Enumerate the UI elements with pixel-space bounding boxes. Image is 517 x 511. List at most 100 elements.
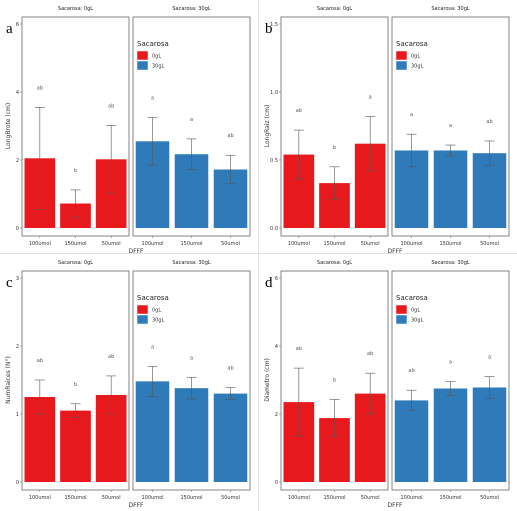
legend-swatch-30gl xyxy=(395,314,408,325)
significance-letter: ab xyxy=(37,85,43,91)
x-tick-label: 100umol xyxy=(29,241,51,247)
significance-letter: ab xyxy=(108,103,114,109)
y-tick-label: 0 xyxy=(16,480,19,486)
bar-30gl-150umol xyxy=(433,388,468,482)
x-axis-label: DFFF xyxy=(388,502,404,509)
y-tick-label: 4 xyxy=(275,344,278,350)
legend-swatch-30gl xyxy=(136,314,149,325)
bar-30gl-150umol xyxy=(174,388,209,482)
significance-letter: ab xyxy=(108,354,114,360)
legend-label-0gl: 0gL xyxy=(152,308,161,314)
facet-strip-sacarosa-30gl: Sacarosa: 30gL xyxy=(431,6,470,12)
legend-title: Sacarosa xyxy=(137,294,169,302)
significance-letter: a xyxy=(190,355,193,361)
x-tick-label: 150umol xyxy=(323,495,345,501)
panel-divider-horizontal xyxy=(0,253,517,254)
x-axis-label: DFFF xyxy=(129,502,145,509)
x-axis-label: DFFF xyxy=(129,248,145,255)
legend-swatch-0gl xyxy=(395,50,408,61)
y-axis-label: LongRaiz (cm) xyxy=(264,105,271,148)
x-tick-label: 50umol xyxy=(361,495,380,501)
facet-strip-sacarosa-30gl: Sacarosa: 30gL xyxy=(172,260,211,266)
x-tick-label: 50umol xyxy=(102,495,121,501)
significance-letter: a xyxy=(369,94,372,100)
facet-strip-sacarosa-0gl: Sacarosa: 0gL xyxy=(58,6,93,12)
y-tick-label: 4 xyxy=(16,90,19,96)
significance-letter: a xyxy=(449,123,452,129)
significance-letter: b xyxy=(333,377,336,383)
panel-letter: a xyxy=(6,21,13,37)
legend-label-30gl: 30gL xyxy=(411,318,424,324)
y-axis-label: Diametro (cm) xyxy=(264,358,271,402)
legend-label-30gl: 30gL xyxy=(152,64,165,70)
x-tick-label: 50umol xyxy=(361,241,380,247)
x-axis-label: DFFF xyxy=(388,248,404,255)
significance-letter: ab xyxy=(486,119,492,125)
bar-30gl-50umol xyxy=(472,387,507,482)
significance-letter: ab xyxy=(296,346,302,352)
facet-strip-sacarosa-30gl: Sacarosa: 30gL xyxy=(172,6,211,12)
significance-letter: ab xyxy=(367,351,373,357)
y-tick-label: 0 xyxy=(16,226,19,232)
bar-0gl-150umol xyxy=(60,410,91,482)
significance-letter: a xyxy=(151,344,154,350)
facet-strip-sacarosa-0gl: Sacarosa: 0gL xyxy=(317,6,352,12)
legend-title: Sacarosa xyxy=(396,294,428,302)
significance-letter: a xyxy=(410,112,413,118)
significance-letter: b xyxy=(74,382,77,388)
significance-letter: a xyxy=(449,360,452,366)
x-tick-label: 50umol xyxy=(221,241,240,247)
significance-letter: a xyxy=(151,96,154,102)
significance-letter: b xyxy=(333,145,336,151)
significance-letter: a xyxy=(488,355,491,361)
significance-letter: ab xyxy=(408,368,414,374)
x-tick-label: 150umol xyxy=(439,241,461,247)
x-tick-label: 150umol xyxy=(439,495,461,501)
x-tick-label: 100umol xyxy=(288,241,310,247)
legend-swatch-0gl xyxy=(395,304,408,315)
y-tick-label: 1 xyxy=(16,412,19,418)
y-tick-label: 0.0 xyxy=(270,226,278,232)
y-axis-label: NumRaices (N°) xyxy=(5,356,12,404)
y-tick-label: 6 xyxy=(275,276,278,282)
significance-letter: b xyxy=(74,168,77,174)
y-tick-label: 0.5 xyxy=(270,158,278,164)
y-axis-label: LongBrote (cm) xyxy=(5,103,12,149)
x-tick-label: 150umol xyxy=(180,241,202,247)
x-tick-label: 50umol xyxy=(480,241,499,247)
legend-label-0gl: 0gL xyxy=(411,54,420,60)
legend-title: Sacarosa xyxy=(396,40,428,48)
panel-letter: b xyxy=(265,21,273,37)
y-tick-label: 2 xyxy=(16,344,19,350)
facet-strip-sacarosa-0gl: Sacarosa: 0gL xyxy=(58,260,93,266)
legend-label-30gl: 30gL xyxy=(152,318,165,324)
x-tick-label: 50umol xyxy=(480,495,499,501)
legend-label-30gl: 30gL xyxy=(411,64,424,70)
y-tick-label: 1.0 xyxy=(270,90,278,96)
y-tick-label: 6 xyxy=(16,22,19,28)
legend-swatch-30gl xyxy=(136,60,149,71)
bar-30gl-100umol xyxy=(394,400,429,482)
y-tick-label: 1.5 xyxy=(270,22,278,28)
legend-swatch-30gl xyxy=(395,60,408,71)
legend-label-0gl: 0gL xyxy=(152,54,161,60)
bar-30gl-100umol xyxy=(135,381,170,482)
x-tick-label: 100umol xyxy=(141,495,163,501)
significance-letter: ab xyxy=(296,108,302,114)
legend-label-0gl: 0gL xyxy=(411,308,420,314)
bar-30gl-150umol xyxy=(433,150,468,228)
significance-letter: a xyxy=(190,117,193,123)
panel-letter: d xyxy=(265,275,273,291)
y-tick-label: 0 xyxy=(275,480,278,486)
x-tick-label: 50umol xyxy=(102,241,121,247)
x-tick-label: 50umol xyxy=(221,495,240,501)
significance-letter: ab xyxy=(227,365,233,371)
facet-strip-sacarosa-30gl: Sacarosa: 30gL xyxy=(431,260,470,266)
y-tick-label: 3 xyxy=(16,276,19,282)
y-tick-label: 2 xyxy=(16,158,19,164)
x-tick-label: 100umol xyxy=(141,241,163,247)
